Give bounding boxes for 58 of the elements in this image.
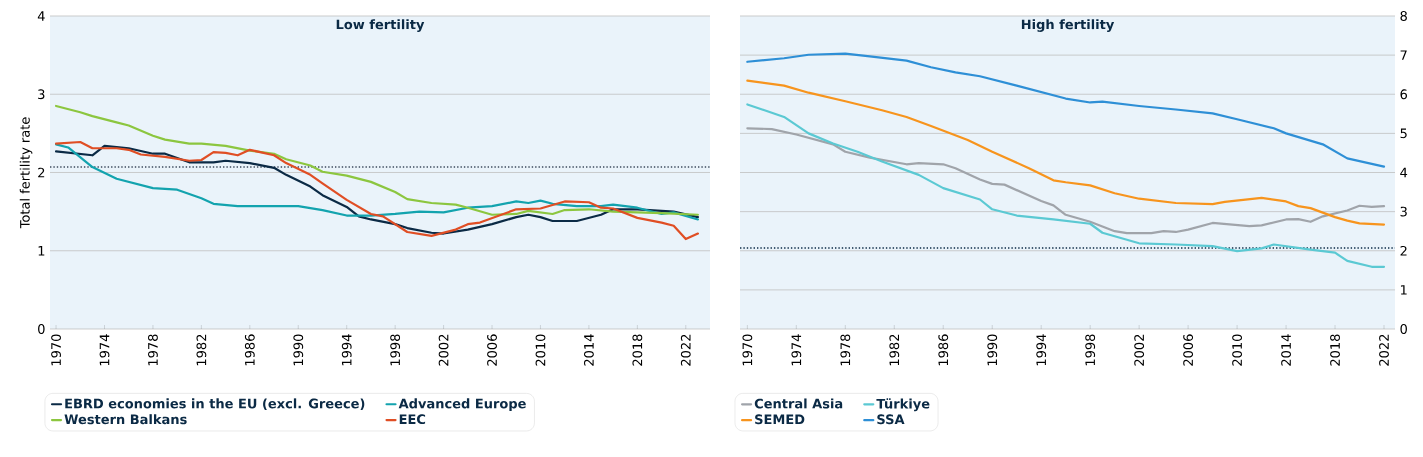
x-tick-label: 2010 — [535, 334, 546, 366]
x-tick-label: 1970 — [51, 334, 61, 366]
x-tick-label: 1982 — [196, 334, 207, 366]
line-series — [746, 52, 1386, 168]
x-tick-label: 1978 — [148, 334, 158, 366]
y-tick-label: 3 — [1400, 206, 1407, 217]
y-tick-label: 2 — [1400, 245, 1407, 256]
y-tick-label: 1 — [1400, 285, 1407, 295]
x-tick-label: 2018 — [1330, 334, 1340, 366]
x-tick-label: 1974 — [791, 334, 802, 366]
x-tick-label: 1986 — [938, 334, 949, 366]
legend-label: Western Balkans — [64, 414, 187, 425]
x-tick-label: 2002 — [1134, 334, 1145, 366]
legend-label: Central Asia — [754, 398, 843, 409]
x-tick-label: 1990 — [987, 334, 998, 366]
line-series — [746, 103, 1386, 268]
x-tick-label: 1982 — [889, 334, 900, 366]
y-tick-label: 4 — [1400, 167, 1408, 178]
x-tick-label: 2014 — [1281, 334, 1291, 366]
legend-label: SSA — [877, 414, 905, 425]
y-tick-label: 7 — [1400, 50, 1407, 60]
legend-label: Türkiye — [876, 398, 930, 412]
y-tick-label: 0 — [38, 324, 45, 334]
legend-label: SEMED — [755, 414, 805, 425]
x-tick-label: 2006 — [1183, 334, 1194, 366]
x-tick-label: 1994 — [341, 334, 352, 366]
y-tick-label: 8 — [1400, 11, 1407, 21]
y-tick-label: 0 — [1400, 324, 1407, 334]
y-tick-label: 4 — [37, 11, 45, 21]
x-tick-label: 2018 — [632, 334, 643, 366]
legend-label: Advanced Europe — [398, 398, 526, 411]
x-tick-label: 1990 — [293, 334, 304, 366]
line-series — [746, 79, 1386, 226]
y-tick-label: 5 — [1400, 128, 1407, 139]
x-tick-label: 2010 — [1232, 334, 1243, 366]
x-tick-label: 2002 — [438, 334, 449, 366]
x-tick-label: 1986 — [244, 334, 255, 366]
y-tick-label: 1 — [38, 246, 45, 256]
x-tick-label: 1974 — [99, 334, 110, 366]
x-tick-label: 1978 — [840, 334, 851, 366]
x-tick-label: 2006 — [487, 334, 497, 366]
line-series — [746, 127, 1386, 235]
y-axis-title: Total fertility rate — [19, 117, 33, 229]
y-tick-label: 3 — [38, 89, 45, 100]
y-tick-label: 6 — [1400, 89, 1408, 100]
x-tick-label: 2022 — [680, 334, 691, 366]
chart-title: Low fertility — [336, 19, 425, 32]
y-tick-label: 2 — [38, 167, 45, 178]
legend-label: EEC — [399, 414, 426, 425]
line-series — [54, 104, 699, 216]
legend-label: EBRD economies in the EU (excl. Greece) — [65, 398, 365, 410]
x-tick-label: 2014 — [583, 334, 594, 366]
x-tick-label: 1970 — [742, 334, 753, 366]
x-tick-label: 1998 — [390, 334, 401, 366]
chart-title: High fertility — [1021, 19, 1115, 32]
x-tick-label: 2022 — [1379, 334, 1389, 366]
x-tick-label: 1994 — [1036, 334, 1047, 366]
x-tick-label: 1998 — [1085, 334, 1096, 366]
